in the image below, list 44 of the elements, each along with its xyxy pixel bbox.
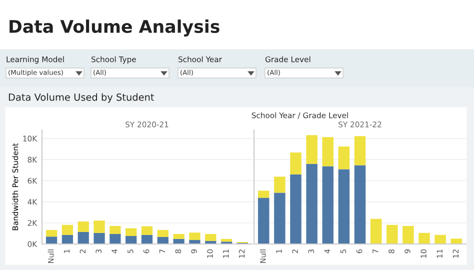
bar <box>46 236 58 244</box>
bar <box>290 174 302 244</box>
bar <box>370 218 382 244</box>
bar <box>110 226 121 234</box>
bar <box>205 234 216 241</box>
bar <box>306 135 318 164</box>
bar <box>78 232 89 244</box>
bar <box>322 137 334 166</box>
bar <box>306 164 318 244</box>
bar <box>157 236 168 244</box>
bar <box>141 234 153 244</box>
bar <box>354 136 366 166</box>
bar <box>126 228 137 236</box>
bar <box>62 234 74 244</box>
text: Data Volume Used by Student <box>8 93 154 103</box>
bar <box>141 226 153 235</box>
bar <box>402 226 414 244</box>
bar <box>157 230 168 237</box>
bar <box>274 176 286 193</box>
bar <box>46 230 58 237</box>
bar <box>354 165 366 244</box>
bar <box>338 146 350 170</box>
bar <box>220 238 232 242</box>
bar <box>189 240 200 244</box>
bar <box>450 238 462 244</box>
bar <box>274 192 286 244</box>
bar <box>126 236 137 244</box>
bar <box>386 224 398 244</box>
bar <box>434 234 446 244</box>
bar <box>110 234 121 244</box>
bar <box>62 224 74 235</box>
bar <box>258 198 270 244</box>
bar <box>258 190 270 198</box>
bar <box>78 222 89 232</box>
bar <box>173 234 184 239</box>
bar <box>173 238 184 244</box>
text: Data Volume Analysis <box>10 20 220 36</box>
bar <box>290 152 302 174</box>
bar <box>338 169 350 244</box>
bar <box>94 232 105 244</box>
bar <box>189 232 200 240</box>
bar <box>94 220 105 233</box>
bar <box>322 166 334 244</box>
bar <box>418 232 430 244</box>
